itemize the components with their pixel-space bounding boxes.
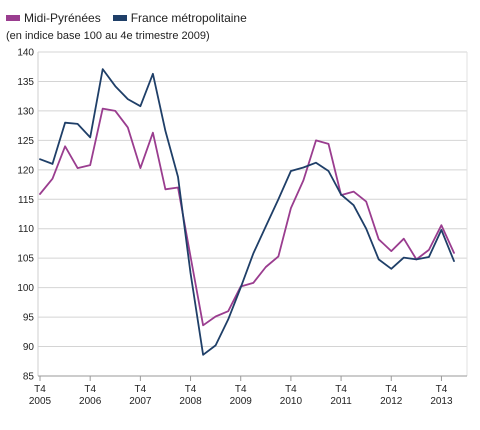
legend-swatch-midi-pyrenees xyxy=(6,15,20,21)
x-tick-label-year: 2011 xyxy=(330,396,352,407)
x-tick-label-quarter: T4 xyxy=(436,384,448,395)
y-tick-label: 125 xyxy=(17,136,34,147)
x-tick-label-quarter: T4 xyxy=(285,384,297,395)
x-tick-label-year: 2006 xyxy=(79,396,102,407)
x-tick-label-year: 2009 xyxy=(230,396,253,407)
x-tick-label-year: 2007 xyxy=(129,396,152,407)
legend-label-midi-pyrenees: Midi-Pyrénées xyxy=(24,11,101,25)
x-tick-label-year: 2013 xyxy=(430,396,453,407)
y-tick-label: 140 xyxy=(17,48,34,59)
y-tick-label: 130 xyxy=(17,106,34,117)
legend: Midi-Pyrénées France métropolitaine xyxy=(6,10,259,26)
y-tick-label: 85 xyxy=(23,372,35,383)
x-tick-label-year: 2005 xyxy=(29,396,52,407)
legend-label-france: France métropolitaine xyxy=(130,11,247,25)
y-tick-label: 105 xyxy=(17,254,34,265)
y-tick-label: 120 xyxy=(17,165,34,176)
x-tick-label-quarter: T4 xyxy=(185,384,197,395)
x-tick-label-year: 2008 xyxy=(179,396,202,407)
x-tick-label-quarter: T4 xyxy=(34,384,46,395)
x-tick-label-quarter: T4 xyxy=(385,384,397,395)
series-line-france-metropolitaine xyxy=(39,68,455,356)
legend-item-midi-pyrenees[interactable]: Midi-Pyrénées xyxy=(6,11,101,25)
y-tick-label: 100 xyxy=(17,283,34,294)
chart-subtitle: (en indice base 100 au 4e trimestre 2009… xyxy=(6,30,210,42)
series-line-midi-pyrenees xyxy=(39,107,455,327)
legend-item-france[interactable]: France métropolitaine xyxy=(112,11,247,25)
x-tick-label-quarter: T4 xyxy=(335,384,347,395)
x-tick-label-year: 2012 xyxy=(380,396,403,407)
y-tick-label: 110 xyxy=(18,224,34,235)
y-tick-label: 90 xyxy=(23,342,35,353)
y-tick-label: 115 xyxy=(18,195,34,206)
x-tick-label-year: 2010 xyxy=(280,396,303,407)
x-tick-label-quarter: T4 xyxy=(235,384,247,395)
x-tick-label-quarter: T4 xyxy=(84,384,96,395)
y-tick-label: 95 xyxy=(23,313,35,324)
legend-swatch-france xyxy=(112,15,127,21)
y-tick-label: 135 xyxy=(17,77,34,88)
x-tick-label-quarter: T4 xyxy=(135,384,147,395)
